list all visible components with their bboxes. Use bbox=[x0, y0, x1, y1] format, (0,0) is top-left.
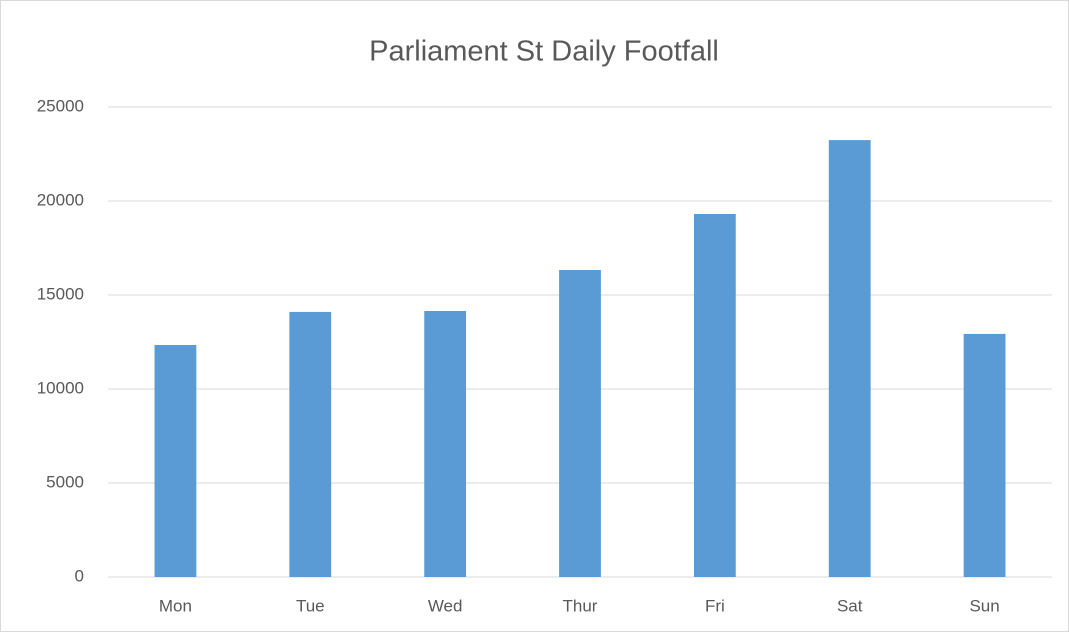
bar bbox=[963, 333, 1006, 577]
x-tick-label: Sat bbox=[837, 596, 863, 615]
bar bbox=[154, 345, 197, 577]
bar bbox=[559, 269, 601, 577]
x-tick-label: Mon bbox=[159, 596, 192, 615]
x-tick-label: Wed bbox=[428, 596, 463, 615]
x-tick-label: Fri bbox=[705, 596, 725, 615]
y-tick-label: 20000 bbox=[37, 190, 84, 209]
x-tick-label: Sun bbox=[969, 596, 999, 615]
bar bbox=[828, 140, 871, 577]
bar bbox=[693, 213, 736, 578]
y-tick-label: 15000 bbox=[37, 284, 84, 303]
bar bbox=[424, 310, 467, 577]
y-tick-label: 0 bbox=[75, 566, 84, 585]
y-tick-label: 5000 bbox=[46, 472, 84, 491]
x-tick-label: Tue bbox=[296, 596, 325, 615]
chart-title: Parliament St Daily Footfall bbox=[369, 36, 719, 68]
bar bbox=[289, 311, 332, 577]
y-tick-label: 10000 bbox=[37, 378, 84, 397]
x-tick-label: Thur bbox=[563, 596, 598, 615]
y-tick-label: 25000 bbox=[37, 96, 84, 115]
